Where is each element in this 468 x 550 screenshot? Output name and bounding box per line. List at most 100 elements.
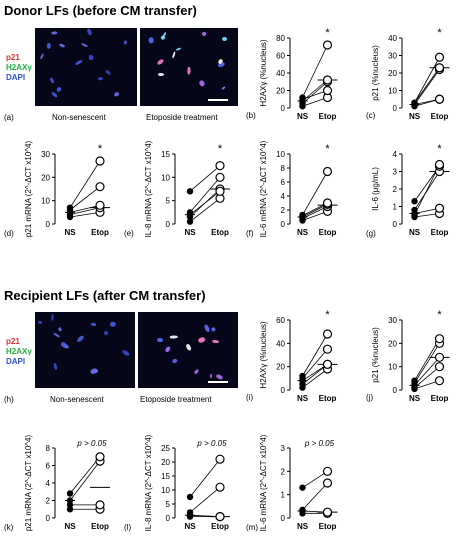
significance-annotation: * — [437, 27, 442, 39]
y-tick-label: 10 — [161, 173, 170, 182]
x-tick-label: Etop — [91, 522, 109, 531]
ns-point — [411, 212, 418, 219]
etop-point — [434, 376, 445, 386]
x-tick-label: Etop — [319, 112, 337, 121]
x-tick-label: NS — [409, 112, 421, 121]
paired-line — [189, 458, 221, 498]
etop-point — [322, 466, 333, 476]
donor-non-senescent-micrograph — [35, 28, 137, 106]
etop-point — [95, 156, 105, 166]
etop-point — [95, 452, 105, 462]
recipient-left-label: Non-senescent — [50, 395, 104, 404]
y-tick-label: 0 — [281, 104, 286, 113]
y-tick-label: 10 — [276, 150, 285, 159]
y-tick-label: 20 — [388, 339, 397, 348]
etop-point — [434, 159, 445, 170]
panel-label: (g) — [366, 229, 376, 238]
etop-point — [215, 511, 225, 522]
y-tick-label: 3 — [393, 168, 398, 177]
paired-line — [414, 366, 440, 388]
ns-point — [411, 206, 418, 214]
x-tick-label: Etop — [211, 228, 229, 237]
y-tick-label: 40 — [276, 339, 285, 348]
y-axis-label: IL-6 mRNA (2^-ΔCT x10^4) — [259, 140, 268, 237]
recipient-right-label: Etoposide treatment — [140, 395, 212, 404]
significance-annotation: p > 0.05 — [196, 439, 227, 448]
panel-label: (m) — [246, 523, 258, 532]
paired-line — [302, 44, 328, 98]
ns-point — [66, 501, 74, 509]
panel-label-h: (h) — [4, 395, 14, 404]
panel-label: (e) — [124, 229, 134, 238]
x-tick-label: NS — [409, 394, 421, 403]
etop-point — [434, 352, 445, 362]
y-tick-label: 10 — [161, 486, 170, 495]
paired-line — [189, 177, 221, 213]
y-tick-label: 8 — [46, 444, 51, 453]
paired-line — [414, 67, 440, 103]
y-tick-label: 15 — [161, 150, 170, 159]
panel-label-a: (a) — [4, 113, 14, 122]
panel-label: (b) — [246, 111, 256, 120]
etop-point — [322, 40, 333, 50]
y-tick-label: 0 — [166, 220, 171, 229]
y-axis-label: IL-6 (μg/mL) — [371, 167, 380, 211]
paired-line — [414, 357, 440, 386]
x-tick-label: NS — [297, 522, 309, 531]
significance-annotation: p > 0.05 — [304, 439, 335, 448]
x-tick-label: NS — [297, 228, 309, 237]
ns-point — [66, 204, 74, 211]
paired-line — [69, 186, 101, 211]
significance-annotation: * — [437, 309, 442, 321]
y-tick-label: 0 — [281, 514, 286, 523]
y-tick-label: 4 — [46, 479, 51, 488]
x-tick-label: Etop — [319, 522, 337, 531]
paired-line — [302, 81, 328, 104]
ns-point — [66, 497, 74, 504]
y-axis-label: p21 (%nucleus) — [371, 45, 380, 101]
y-tick-label: 6 — [46, 462, 51, 471]
y-tick-label: 2 — [281, 206, 286, 215]
etop-point — [434, 52, 445, 62]
x-tick-label: NS — [64, 522, 76, 531]
recipient-etoposide-micrograph — [138, 312, 238, 388]
x-tick-label: Etop — [211, 522, 229, 531]
y-tick-label: 0 — [46, 514, 51, 523]
etop-point — [95, 182, 105, 192]
x-tick-label: Etop — [431, 228, 449, 237]
significance-annotation: * — [325, 309, 330, 321]
y-tick-label: 0 — [281, 220, 286, 229]
ns-point — [299, 506, 306, 514]
x-tick-label: NS — [297, 112, 309, 121]
legend-h2ax-recipient: H2AXγ — [6, 347, 32, 356]
y-tick-label: 60 — [276, 52, 285, 61]
panel-label: (k) — [4, 523, 14, 532]
paired-line — [69, 204, 101, 213]
paired-line — [189, 191, 221, 215]
paired-line — [414, 338, 440, 381]
y-tick-label: 1 — [281, 491, 286, 500]
y-axis-label: p21 (%nucleus) — [371, 327, 380, 383]
etop-point — [95, 500, 105, 510]
etop-point — [434, 94, 445, 104]
paired-line — [302, 333, 328, 377]
ns-point — [186, 188, 194, 195]
recipient-non-senescent-micrograph — [35, 312, 135, 388]
etop-point — [434, 334, 445, 344]
legend-dapi: DAPI — [6, 73, 26, 82]
y-tick-label: 3 — [281, 444, 286, 453]
y-tick-label: 4 — [281, 192, 286, 201]
ns-point — [299, 211, 306, 219]
legend-h2ax: H2AXγ — [6, 63, 32, 72]
etop-point — [322, 478, 333, 488]
ns-point — [411, 198, 418, 205]
ns-point — [66, 490, 74, 497]
y-tick-label: 25 — [161, 444, 170, 453]
y-tick-label: 20 — [161, 458, 170, 467]
y-axis-label: IL-8 mRNA (2^-ΔCT x10^4) — [144, 434, 153, 531]
panel-label: (i) — [246, 393, 253, 402]
donor-left-label: Non-senescent — [52, 113, 106, 122]
significance-annotation: * — [98, 143, 103, 155]
paired-line — [69, 456, 101, 494]
etop-point — [434, 362, 445, 372]
